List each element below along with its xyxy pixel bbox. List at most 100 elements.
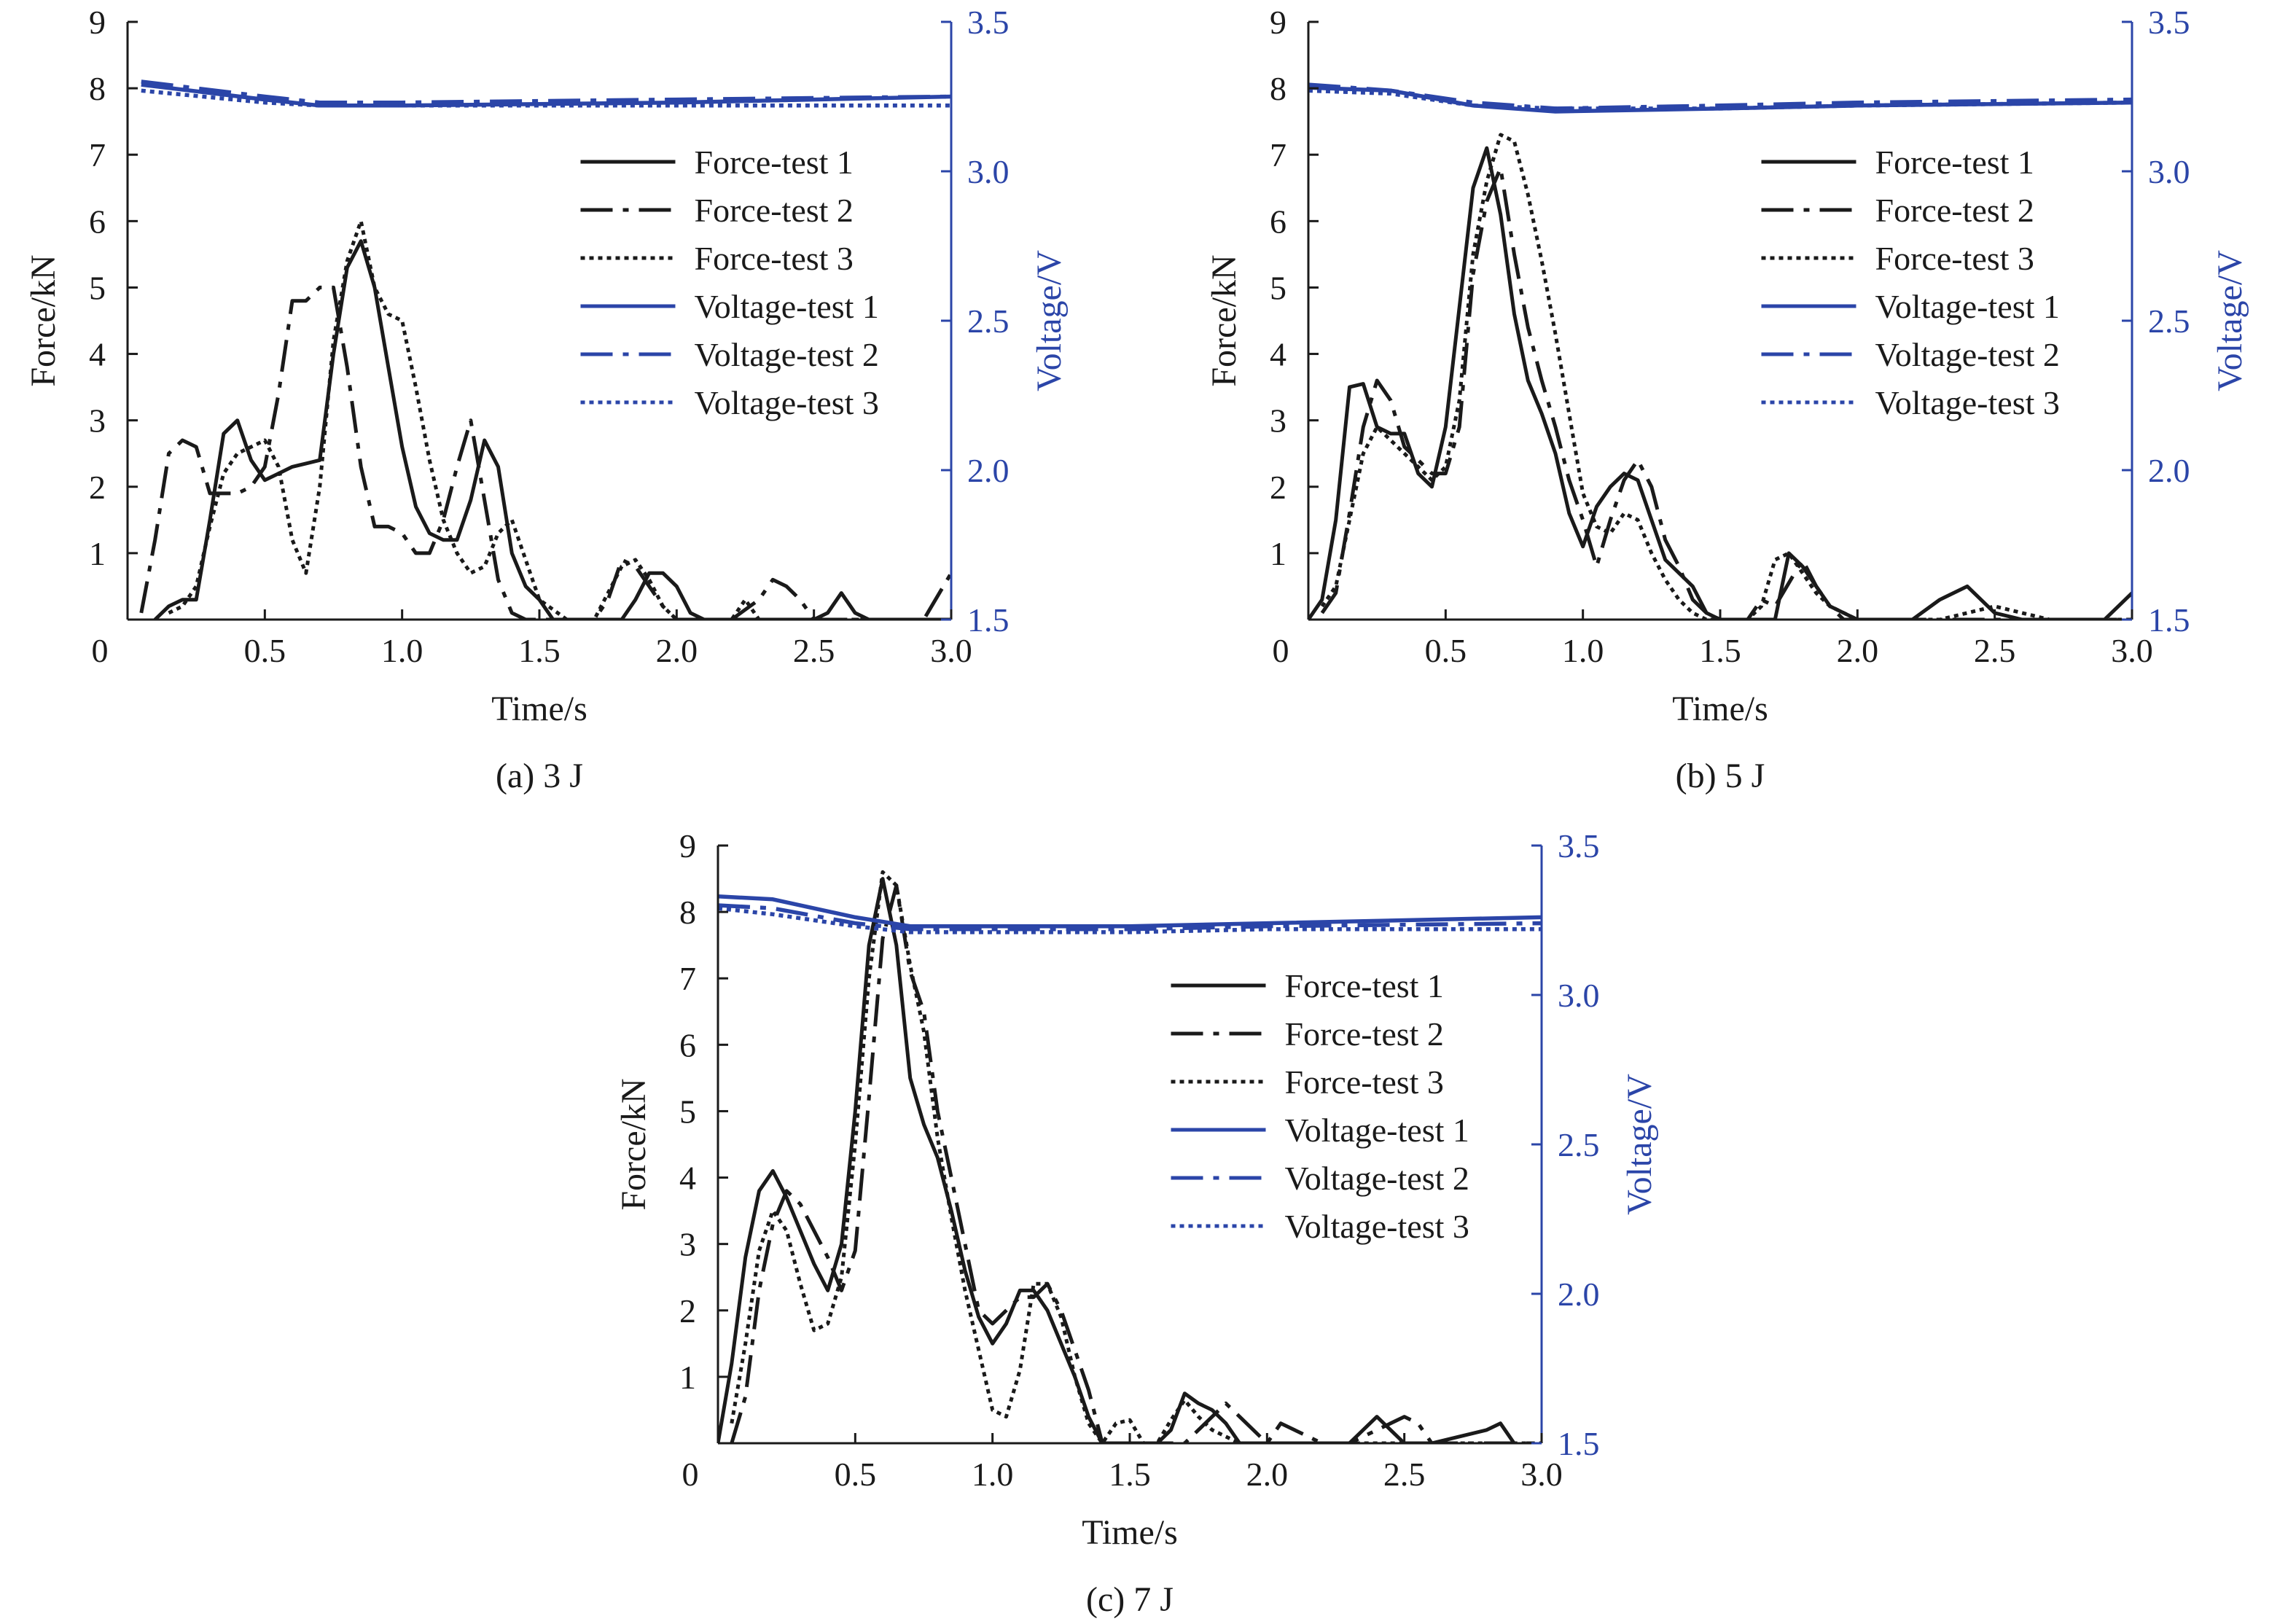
x-tick-label-c-3: 1.5 — [1109, 1456, 1151, 1493]
y-left-tick-label-c-4: 5 — [679, 1093, 696, 1130]
y-right-axis-title-a: Voltage/V — [1030, 250, 1069, 391]
x-tick-label-c-4: 2.0 — [1246, 1456, 1289, 1493]
legend-label-a-6: Voltage-test 3 — [695, 384, 879, 421]
y-right-tick-label-b-1: 2.0 — [2148, 452, 2190, 489]
y-right-tick-label-b-0: 1.5 — [2148, 601, 2190, 639]
legend-label-b-4: Voltage-test 1 — [1875, 288, 2060, 325]
legend-label-c-1: Force-test 1 — [1285, 967, 1444, 1004]
y-left-tick-label-a-4: 5 — [89, 269, 106, 306]
y-left-tick-label-b-1: 2 — [1270, 469, 1286, 506]
y-left-tick-label-a-8: 9 — [89, 4, 106, 41]
legend-label-c-3: Force-test 3 — [1285, 1063, 1444, 1101]
y-left-tick-label-b-2: 3 — [1270, 402, 1286, 440]
x-tick-label-b-3: 1.5 — [1699, 632, 1741, 669]
y-left-axis-title-a: Force/kN — [24, 254, 63, 386]
y-left-tick-label-a-2: 3 — [89, 402, 106, 440]
y-right-axis-title-b: Voltage/V — [2211, 250, 2249, 391]
y-left-tick-label-c-1: 2 — [679, 1292, 696, 1330]
y-right-tick-label-c-2: 2.5 — [1558, 1126, 1600, 1163]
legend-a: Force-test 1 Force-test 2 Force-test 3 Volt… — [580, 144, 879, 421]
series-group-b — [1308, 82, 2132, 620]
series-line-b-6 — [1308, 88, 2132, 111]
legend-b: Force-test 1 Force-test 2 Force-test 3 Volt… — [1761, 144, 2060, 421]
legend-label-a-1: Force-test 1 — [695, 144, 854, 181]
x-tick-label-c-2: 1.0 — [972, 1456, 1014, 1493]
y-left-tick-label-b-3: 4 — [1270, 336, 1286, 373]
y-left-tick-label-a-1: 2 — [89, 469, 106, 506]
legend-label-b-3: Force-test 3 — [1875, 240, 2034, 277]
chart-panel-c: 0 0.5 1.0 1.5 2.0 2.5 3.0 1 2 3 4 5 6 7 8 9 1.5 2.0 2.5 3.0… — [614, 827, 1659, 1619]
y-left-tick-label-c-6: 7 — [679, 960, 696, 997]
x-tick-label-c-0: 0 — [682, 1456, 699, 1493]
y-left-tick-label-b-0: 1 — [1270, 535, 1286, 572]
y-left-tick-label-a-7: 8 — [89, 70, 106, 107]
series-line-b-1 — [1308, 146, 2132, 620]
legend-label-c-6: Voltage-test 3 — [1285, 1208, 1469, 1245]
legend-label-c-2: Force-test 2 — [1285, 1015, 1444, 1053]
series-line-c-5 — [718, 903, 1542, 932]
legend-label-b-1: Force-test 1 — [1875, 144, 2034, 181]
x-tick-label-b-4: 2.0 — [1837, 632, 1879, 669]
x-tick-label-c-1: 0.5 — [835, 1456, 877, 1493]
legend-label-c-4: Voltage-test 1 — [1285, 1112, 1469, 1149]
x-tick-label-a-2: 1.0 — [381, 632, 423, 669]
x-axis-title-c: Time/s — [1082, 1513, 1178, 1552]
y-right-tick-label-c-0: 1.5 — [1558, 1425, 1600, 1462]
x-tick-label-b-6: 3.0 — [2111, 632, 2153, 669]
y-right-tick-label-a-0: 1.5 — [967, 601, 1010, 639]
x-tick-label-a-4: 2.0 — [656, 632, 698, 669]
x-tick-label-a-1: 0.5 — [244, 632, 286, 669]
series-line-c-4 — [718, 894, 1542, 929]
y-right-tick-label-a-4: 3.5 — [967, 4, 1010, 41]
y-left-tick-label-c-8: 9 — [679, 827, 696, 864]
x-axis-title-a: Time/s — [491, 690, 587, 728]
y-left-axis-title-b: Force/kN — [1205, 254, 1243, 386]
y-left-tick-label-a-5: 6 — [89, 203, 106, 240]
caption-b: (b) 5 J — [1676, 757, 1765, 795]
x-tick-label-c-6: 3.0 — [1520, 1456, 1563, 1493]
series-line-c-6 — [718, 906, 1542, 934]
series-line-b-3 — [1320, 133, 2132, 620]
legend-label-a-2: Force-test 2 — [695, 192, 854, 229]
series-group-c — [718, 870, 1542, 1443]
series-line-a-1 — [153, 239, 951, 620]
y-left-tick-label-a-0: 1 — [89, 535, 106, 572]
y-left-tick-label-c-7: 8 — [679, 894, 696, 931]
legend-label-a-3: Force-test 3 — [695, 240, 854, 277]
y-right-axis-title-c: Voltage/V — [1620, 1074, 1659, 1215]
caption-c: (c) 7 J — [1086, 1580, 1174, 1619]
y-left-tick-label-b-8: 9 — [1270, 4, 1286, 41]
legend-label-b-5: Voltage-test 2 — [1875, 336, 2060, 373]
legend-label-b-6: Voltage-test 3 — [1875, 384, 2060, 421]
chart-panel-a: 0 0.5 1.0 1.5 2.0 2.5 3.0 1 2 3 4 5 6 7 8 9 1.5 2.0 2.5 3.0… — [24, 4, 1069, 795]
y-right-tick-label-a-2: 2.5 — [967, 302, 1010, 340]
y-right-tick-label-c-1: 2.0 — [1558, 1276, 1600, 1313]
x-tick-label-a-5: 2.5 — [793, 632, 835, 669]
x-tick-label-b-0: 0 — [1273, 632, 1289, 669]
y-left-tick-label-c-3: 4 — [679, 1160, 696, 1197]
y-left-tick-label-b-6: 7 — [1270, 136, 1286, 173]
series-line-c-3 — [730, 870, 1542, 1443]
y-right-tick-label-b-4: 3.5 — [2148, 4, 2190, 41]
series-line-a-6 — [141, 88, 951, 108]
chart-panel-b: 0 0.5 1.0 1.5 2.0 2.5 3.0 1 2 3 4 5 6 7 8 9 1.5 2.0 2.5 3.0… — [1205, 4, 2249, 795]
y-left-axis-title-c: Force/kN — [614, 1078, 653, 1210]
legend-label-c-5: Voltage-test 2 — [1285, 1160, 1469, 1197]
y-left-tick-label-a-3: 4 — [89, 336, 106, 373]
y-right-tick-label-b-3: 3.0 — [2148, 153, 2190, 190]
y-right-tick-label-c-4: 3.5 — [1558, 827, 1600, 864]
legend-label-a-4: Voltage-test 1 — [695, 288, 879, 325]
y-right-tick-label-a-1: 2.0 — [967, 452, 1010, 489]
series-line-a-2 — [139, 285, 951, 620]
series-group-a — [139, 79, 951, 620]
x-tick-label-b-2: 1.0 — [1562, 632, 1604, 669]
series-line-c-1 — [718, 877, 1516, 1443]
x-tick-label-b-5: 2.5 — [1974, 632, 2016, 669]
y-left-tick-label-a-6: 7 — [89, 136, 106, 173]
x-tick-label-c-5: 2.5 — [1383, 1456, 1426, 1493]
y-left-tick-label-c-0: 1 — [679, 1359, 696, 1396]
y-left-tick-label-c-5: 6 — [679, 1026, 696, 1063]
y-left-tick-label-b-5: 6 — [1270, 203, 1286, 240]
